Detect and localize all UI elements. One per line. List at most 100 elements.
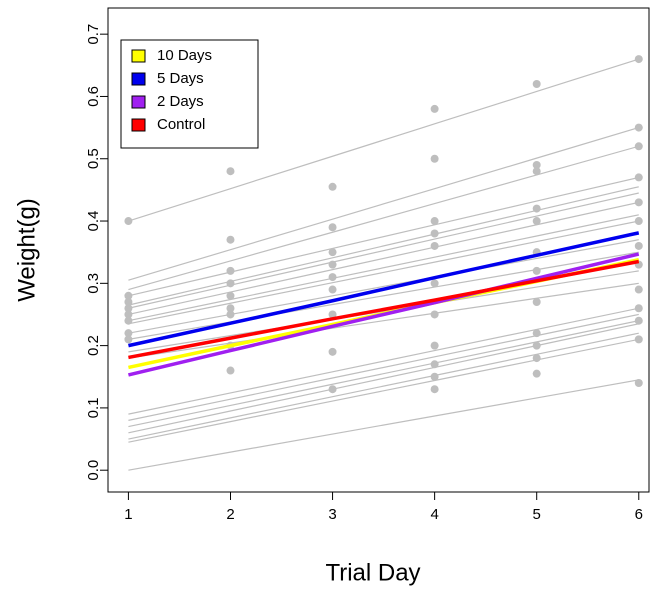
point	[124, 291, 133, 300]
point	[124, 316, 133, 325]
mean-line	[128, 231, 640, 348]
legend-label: 2 Days	[157, 93, 204, 110]
legend-swatch	[131, 49, 146, 63]
point	[226, 310, 235, 319]
x-tick-label: 5	[533, 506, 541, 523]
point	[532, 369, 541, 378]
individual-line	[128, 214, 639, 322]
x-tick-label: 2	[226, 506, 234, 523]
point	[328, 285, 337, 294]
individual-line	[128, 313, 639, 421]
individual-line	[128, 239, 639, 334]
y-tick-label: 0.4	[85, 211, 102, 232]
point	[634, 378, 643, 387]
point	[430, 154, 439, 163]
point	[634, 123, 643, 132]
point	[328, 182, 337, 191]
individual-line	[128, 186, 639, 306]
point	[430, 310, 439, 319]
point	[532, 298, 541, 307]
x-axis-title: Trial Day	[325, 559, 420, 586]
point	[634, 173, 643, 182]
individual-line	[128, 282, 639, 359]
x-tick-label: 6	[635, 506, 643, 523]
point	[532, 266, 541, 275]
point	[328, 260, 337, 269]
point	[532, 160, 541, 169]
y-tick-label: 0.6	[85, 86, 102, 107]
point	[634, 316, 643, 325]
legend-swatch	[131, 95, 146, 109]
individual-line	[128, 176, 639, 297]
y-tick-label: 0.0	[85, 460, 102, 481]
legend-swatch	[131, 72, 146, 86]
point	[430, 341, 439, 350]
legend-label: 10 Days	[157, 47, 212, 64]
individual-line	[128, 320, 639, 428]
y-tick-label: 0.7	[85, 24, 102, 45]
point	[124, 298, 133, 307]
point	[634, 198, 643, 207]
point	[226, 304, 235, 313]
legend-label: Control	[157, 116, 205, 133]
point	[532, 79, 541, 88]
point	[328, 223, 337, 232]
point	[430, 372, 439, 381]
point	[430, 229, 439, 238]
point	[328, 273, 337, 282]
individual-line	[128, 220, 639, 325]
individual-line	[128, 307, 639, 415]
point	[226, 279, 235, 288]
point	[532, 217, 541, 226]
point	[226, 366, 235, 375]
individual-line	[128, 323, 639, 434]
individual-line	[128, 201, 639, 316]
point	[226, 235, 235, 244]
point	[124, 310, 133, 319]
point	[532, 354, 541, 363]
individual-line	[128, 145, 639, 291]
point	[430, 279, 439, 288]
individual-line	[128, 192, 639, 309]
individual-line	[128, 251, 639, 340]
point	[124, 335, 133, 344]
point	[634, 142, 643, 151]
point	[226, 167, 235, 176]
point	[634, 335, 643, 344]
point	[430, 241, 439, 250]
point	[430, 217, 439, 226]
y-tick-label: 0.2	[85, 335, 102, 356]
point	[634, 241, 643, 250]
point	[328, 310, 337, 319]
point	[532, 329, 541, 338]
point	[124, 329, 133, 338]
point	[634, 217, 643, 226]
point	[226, 291, 235, 300]
x-tick-label: 4	[430, 506, 438, 523]
point	[430, 104, 439, 113]
individual-line	[128, 332, 639, 440]
y-tick-label: 0.1	[85, 397, 102, 418]
legend-label: 5 Days	[157, 70, 204, 87]
individual-line	[128, 270, 639, 353]
point	[328, 347, 337, 356]
x-tick-label: 3	[328, 506, 336, 523]
x-tick-label: 1	[124, 506, 132, 523]
y-axis-title: Weight(g)	[13, 198, 40, 302]
individual-line	[128, 127, 639, 281]
y-tick-label: 0.5	[85, 148, 102, 169]
point	[634, 55, 643, 64]
mean-line	[128, 259, 640, 360]
legend-swatch	[131, 118, 146, 132]
point	[532, 341, 541, 350]
point	[226, 266, 235, 275]
point	[532, 204, 541, 213]
point	[124, 304, 133, 313]
point	[634, 285, 643, 294]
point	[430, 385, 439, 394]
point	[634, 304, 643, 313]
point	[430, 360, 439, 369]
point	[124, 217, 133, 226]
point	[328, 248, 337, 257]
